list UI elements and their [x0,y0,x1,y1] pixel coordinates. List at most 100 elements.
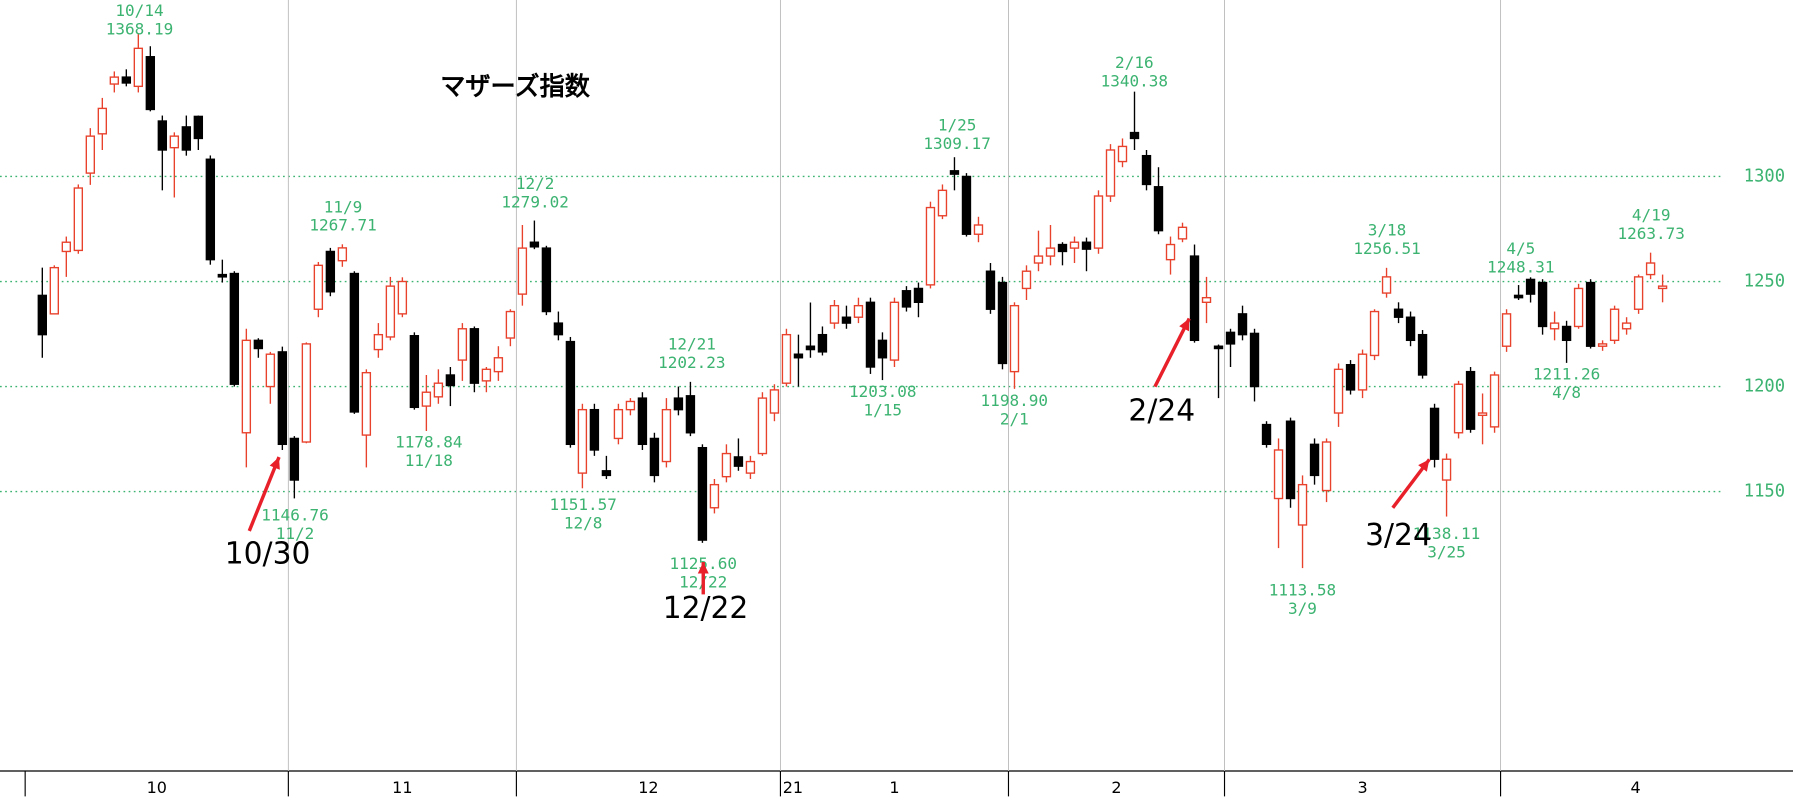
candle-body [853,304,864,318]
candle-body [1189,255,1200,342]
candle-body [253,339,264,350]
candle-body [649,437,660,477]
high-value: 1309.17 [923,134,990,153]
candle-body [1273,449,1284,500]
arrow-label: 12/22 [663,591,749,626]
candle-body [229,272,240,385]
candle-body [553,322,564,336]
candle-body [313,264,324,310]
candle-body [709,483,720,509]
candle-body [385,285,396,338]
candle-body [61,241,72,253]
low-date: 1/15 [864,400,903,419]
candle-body [769,389,780,414]
candle-body [109,76,120,85]
low-value: 1151.57 [549,495,616,514]
candle-body [757,397,768,455]
candle-body [1369,310,1380,357]
candle-body [1165,243,1176,261]
candle-body [1225,331,1236,345]
candle-body [1561,325,1572,342]
low-date: 3/25 [1427,542,1466,561]
arrow-head [1418,459,1430,472]
x-tick-label: 1 [889,778,899,797]
candle-body [1021,270,1032,290]
y-tick-label: 1250 [1744,271,1785,291]
candle-body [841,316,852,324]
candle-body [241,339,252,434]
candle-body [721,452,732,478]
candle-body [997,281,1008,365]
candle-body [1081,241,1092,250]
candle-body [37,294,47,336]
candle-body [913,287,924,303]
candle-body [1261,423,1272,446]
arrow-head [1179,318,1190,332]
high-value: 1248.31 [1487,257,1554,276]
arrow-label: 3/24 [1365,518,1432,553]
candle-body [1357,353,1368,391]
candle-body [1585,281,1596,347]
candle-body [157,120,168,151]
candle-body [1405,316,1416,342]
candle-body [1513,294,1524,299]
candle-body [877,339,888,359]
low-date: 4/8 [1552,383,1581,402]
candle-body [1117,145,1128,163]
candle-body [1297,483,1308,526]
low-date: 12/8 [564,513,603,532]
candle-body [949,170,960,175]
candle-body [973,224,984,235]
candle-body [1429,407,1440,460]
arrow-head [269,457,280,470]
candle-body [793,353,804,359]
candle-body [697,446,708,541]
candle-body [1105,149,1116,197]
candle-body [745,460,756,474]
candle-body [397,280,408,315]
high-value: 1263.73 [1617,224,1684,243]
candle-body [265,353,276,388]
candle-body [325,250,336,293]
candle-body [1033,255,1044,264]
candle-body [193,115,204,140]
high-date: 12/2 [516,174,555,193]
candle-body [1249,332,1260,388]
candle-body [373,333,384,351]
candle-body [1621,322,1632,330]
candle-body [577,408,588,474]
candle-body [1645,262,1656,276]
candle-body [1141,154,1152,186]
candle-body [73,187,84,252]
candle-body [1381,276,1392,294]
arrow-head [697,562,709,574]
candle-body [445,374,456,387]
low-date: 3/9 [1288,599,1317,618]
candle-body [901,290,912,308]
candle-body [1525,278,1536,295]
x-tick-label: 4 [1630,778,1640,797]
candle-body [145,56,156,111]
candle-body [829,304,840,324]
candle-body [337,247,348,262]
low-value: 1178.84 [395,433,462,452]
candle-body [541,247,552,313]
candle-body [1417,333,1428,376]
candle-body [133,47,144,88]
high-value: 1340.38 [1101,71,1168,90]
candle-body [1333,368,1344,414]
arrow-shaft [247,456,281,532]
high-value: 1267.71 [309,216,376,235]
high-value: 1368.19 [106,19,173,38]
high-date: 1/25 [938,115,977,134]
candle-body [637,397,648,446]
candle-body [493,357,504,373]
candle-body [1453,383,1464,434]
low-value: 1113.58 [1269,580,1336,599]
low-value: 1146.76 [261,505,328,524]
candle-body [1465,370,1476,430]
candle-body [1501,313,1512,347]
candle-body [1393,308,1404,318]
candle-body [1549,322,1560,330]
high-date: 10/14 [115,1,163,20]
